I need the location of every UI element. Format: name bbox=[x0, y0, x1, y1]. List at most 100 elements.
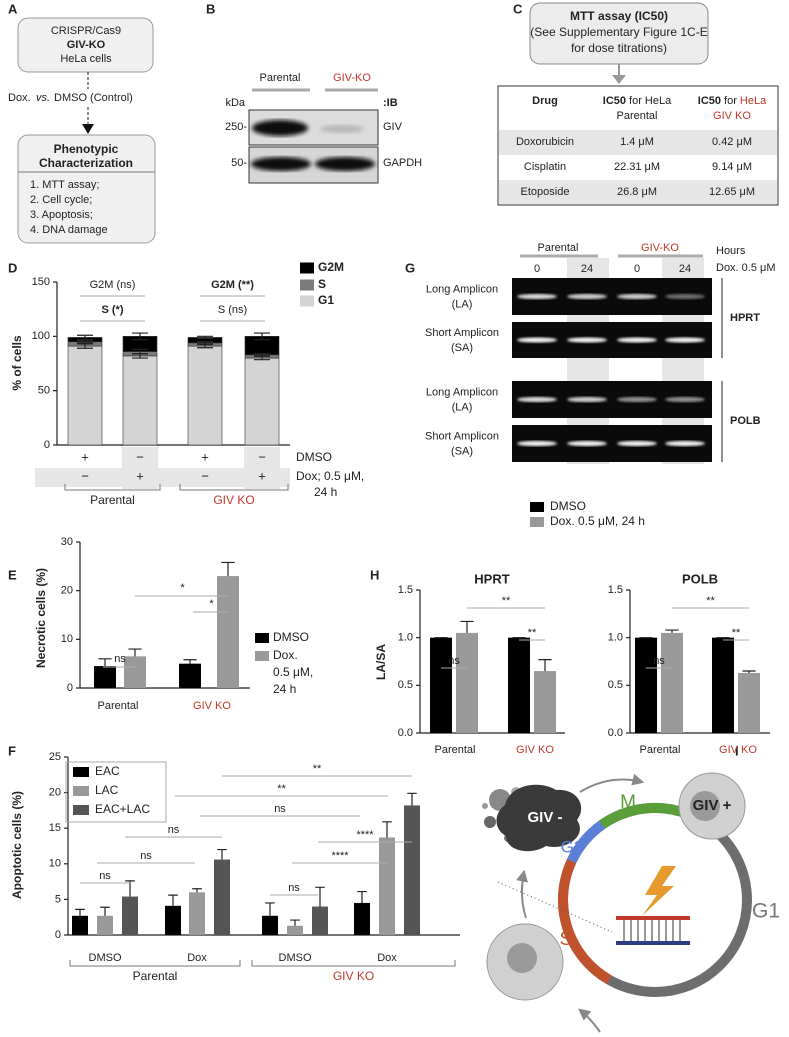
error-bar bbox=[183, 659, 197, 664]
bar bbox=[287, 925, 303, 935]
nucleus bbox=[507, 943, 537, 973]
legend-swatch bbox=[530, 517, 544, 527]
table-header: IC50 for HeLa bbox=[698, 95, 767, 107]
error-bar bbox=[538, 658, 552, 672]
phase-label: G2 bbox=[561, 837, 584, 856]
bar-segment bbox=[244, 357, 280, 446]
phase-label: M bbox=[620, 792, 636, 813]
panel-letter: B bbox=[206, 1, 215, 16]
label-part: for bbox=[724, 95, 737, 107]
bar bbox=[354, 902, 370, 935]
error-bar bbox=[254, 332, 270, 341]
y-tick-label: 0 bbox=[67, 682, 73, 694]
table-cell: Etoposide bbox=[521, 186, 570, 198]
label: GAPDH bbox=[383, 157, 422, 169]
significance-label: ns bbox=[114, 653, 126, 665]
label: Short Amplicon bbox=[425, 327, 499, 339]
lightning bbox=[642, 866, 676, 916]
table-header: GIV KO bbox=[713, 110, 751, 122]
panel-letter: I bbox=[735, 743, 739, 758]
x-tick-label: Dox bbox=[187, 952, 207, 964]
label: CRISPR/Cas9 bbox=[51, 25, 121, 37]
shading bbox=[35, 468, 290, 487]
error-bar bbox=[168, 894, 178, 906]
label: 24 bbox=[679, 263, 691, 275]
error-bar bbox=[197, 341, 213, 345]
error-bar bbox=[315, 886, 325, 907]
label: Long Amplicon bbox=[426, 283, 498, 295]
table-header: Parental bbox=[617, 110, 658, 122]
legend-label: EAC bbox=[95, 764, 120, 778]
bar bbox=[379, 837, 395, 935]
group-bracket bbox=[179, 484, 289, 491]
label: kDa bbox=[225, 97, 245, 109]
bar bbox=[430, 637, 452, 733]
arrow bbox=[578, 1008, 601, 1033]
error-bar bbox=[290, 919, 300, 926]
row-mark: + bbox=[201, 449, 209, 464]
significance-label: ** bbox=[313, 763, 322, 775]
panel-letter: G bbox=[405, 260, 415, 275]
legend-swatch bbox=[255, 651, 269, 661]
y-axis-label: LA/SA bbox=[374, 644, 388, 680]
table-header: Drug bbox=[532, 95, 558, 107]
error-bar bbox=[77, 343, 93, 349]
label: 0 bbox=[534, 263, 540, 275]
row-label: 24 h bbox=[314, 485, 337, 499]
bar bbox=[534, 671, 556, 733]
group-label: Parental bbox=[90, 493, 135, 507]
error-bar bbox=[77, 334, 93, 341]
row-mark: + bbox=[136, 468, 144, 483]
panel-letter: H bbox=[370, 567, 379, 582]
significance-label: ** bbox=[277, 783, 286, 795]
table-cell: Cisplatin bbox=[524, 161, 566, 173]
panel-letter: F bbox=[8, 743, 16, 758]
y-tick-label: 25 bbox=[49, 751, 61, 763]
legend-label: DMSO bbox=[550, 499, 586, 513]
error-bar bbox=[407, 792, 417, 806]
gel-band bbox=[617, 337, 657, 343]
y-tick-label: 0.0 bbox=[398, 727, 413, 739]
x-tick-label: DMSO bbox=[279, 952, 312, 964]
y-tick-label: 10 bbox=[61, 633, 73, 645]
bar bbox=[124, 656, 146, 688]
gel-band bbox=[665, 293, 705, 300]
phase-arc bbox=[599, 802, 689, 829]
table-cell: 12.65 μM bbox=[709, 186, 755, 198]
legend-swatch bbox=[73, 786, 89, 796]
bar bbox=[165, 905, 181, 935]
legend-swatch bbox=[300, 279, 314, 291]
cell-label: GIV + bbox=[693, 797, 732, 814]
error-bar bbox=[665, 629, 679, 633]
legend-swatch bbox=[73, 805, 89, 815]
group-label: GIV KO bbox=[213, 493, 254, 507]
band bbox=[315, 157, 375, 171]
gel-band bbox=[665, 396, 705, 403]
gel-band bbox=[517, 293, 557, 300]
chart-title: HPRT bbox=[474, 571, 509, 586]
x-tick-label: DMSO bbox=[89, 952, 122, 964]
label: for dose titrations) bbox=[571, 41, 667, 55]
list-item: 4. DNA damage bbox=[30, 224, 108, 236]
bar bbox=[189, 892, 205, 935]
error-bar bbox=[100, 906, 110, 916]
x-tick-label: Parental bbox=[98, 700, 139, 712]
significance-label: G2M (ns) bbox=[90, 279, 136, 291]
gel-band bbox=[617, 293, 657, 300]
debris bbox=[482, 803, 488, 809]
row-label: Dox; 0.5 μM, bbox=[296, 469, 364, 483]
y-tick-label: 20 bbox=[49, 787, 61, 799]
bar-segment bbox=[187, 345, 223, 446]
significance-label: **** bbox=[331, 850, 349, 862]
significance-label: ns bbox=[448, 655, 460, 667]
significance-label: ns bbox=[653, 655, 665, 667]
label: (SA) bbox=[451, 445, 473, 457]
phase-label: G1 bbox=[752, 900, 780, 923]
bar bbox=[94, 666, 116, 688]
label: GIV bbox=[383, 121, 403, 133]
band bbox=[251, 157, 311, 171]
shading bbox=[244, 447, 280, 489]
gel-band bbox=[617, 396, 657, 403]
phase-label: S bbox=[560, 929, 573, 950]
